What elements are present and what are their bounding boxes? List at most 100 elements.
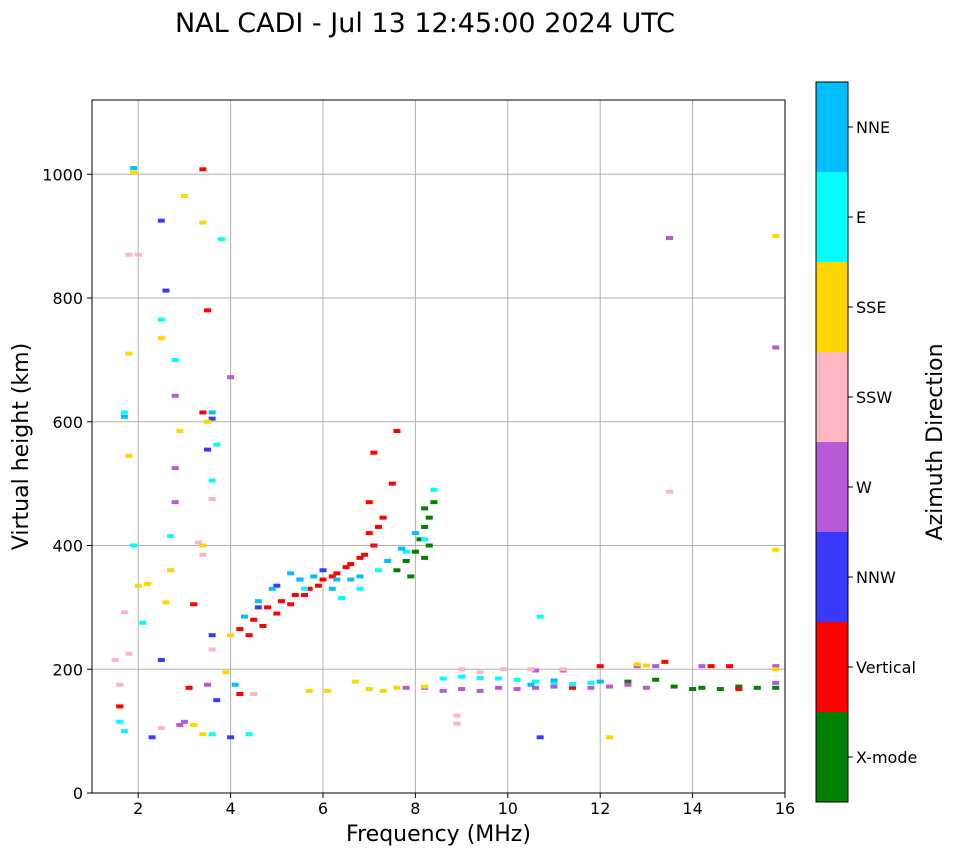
y-tick-label: 600 (52, 413, 83, 432)
data-point (333, 577, 341, 582)
y-tick-label: 400 (52, 537, 83, 556)
data-point (421, 684, 429, 689)
data-point (425, 543, 433, 548)
data-point (351, 679, 359, 684)
data-point (642, 685, 650, 690)
x-tick-label: 2 (133, 799, 143, 818)
data-point (157, 657, 165, 662)
data-point (698, 685, 706, 690)
y-tick-label: 800 (52, 289, 83, 308)
data-point (227, 735, 235, 740)
series-vertical (116, 167, 743, 709)
x-tick-label: 12 (590, 799, 610, 818)
data-point (772, 680, 780, 685)
data-point (430, 487, 438, 492)
data-point (374, 524, 382, 529)
data-point (605, 735, 613, 740)
data-point (125, 651, 133, 656)
data-point (513, 677, 521, 682)
data-point (245, 732, 253, 737)
data-point (772, 664, 780, 669)
data-point (268, 586, 276, 591)
data-point (116, 682, 124, 687)
x-tick-label: 6 (318, 799, 328, 818)
data-point (596, 664, 604, 669)
data-point (240, 614, 248, 619)
data-point (176, 722, 184, 727)
data-point (301, 593, 309, 597)
data-point (361, 552, 369, 557)
data-point (157, 218, 165, 223)
series-sse (125, 170, 780, 740)
data-point (171, 357, 179, 362)
data-point (716, 687, 724, 692)
data-point (458, 667, 466, 672)
data-point (365, 500, 373, 505)
data-point (365, 531, 373, 536)
data-point (439, 676, 447, 681)
data-point (536, 614, 544, 619)
data-point (143, 581, 151, 586)
colorbar-frame (815, 81, 849, 803)
data-point (772, 685, 780, 690)
data-point (199, 732, 207, 737)
data-point (296, 577, 304, 582)
data-point (120, 729, 128, 734)
colorbar-label: Vertical (856, 658, 916, 677)
data-point (162, 600, 170, 605)
data-point (324, 688, 332, 693)
data-point (753, 685, 761, 690)
series-nnw (148, 218, 544, 740)
data-point (568, 685, 576, 690)
data-point (642, 663, 650, 668)
data-point (222, 670, 230, 675)
data-point (180, 193, 188, 198)
data-point (527, 682, 535, 687)
data-point (185, 685, 193, 690)
data-point (550, 678, 558, 683)
data-point (134, 252, 142, 257)
data-point (670, 684, 678, 689)
x-tick-label: 8 (410, 799, 420, 818)
data-point (342, 565, 350, 570)
data-point (476, 675, 484, 680)
data-point (176, 429, 184, 434)
series-e (116, 237, 595, 737)
data-point (652, 677, 660, 682)
data-point (130, 543, 138, 548)
data-point (707, 664, 715, 669)
data-point (416, 537, 424, 542)
data-point (204, 447, 211, 452)
data-point (772, 547, 780, 552)
data-point (208, 478, 216, 483)
data-point (476, 670, 484, 675)
data-point (458, 687, 466, 692)
data-point (388, 481, 396, 486)
data-point (439, 688, 447, 693)
data-point (204, 419, 211, 424)
data-point (633, 662, 641, 667)
data-point (356, 574, 364, 579)
data-point (536, 735, 544, 740)
data-point (421, 555, 429, 560)
data-point (130, 170, 138, 175)
data-point (421, 506, 429, 511)
data-point (453, 713, 461, 718)
data-point (319, 568, 327, 573)
data-point (772, 667, 780, 672)
colorbar-label: W (856, 478, 872, 497)
data-point (328, 574, 336, 579)
data-point (425, 515, 433, 520)
data-point (227, 633, 235, 638)
data-point (273, 611, 281, 616)
colorbar-swatch (816, 262, 848, 352)
data-point (116, 704, 124, 709)
data-point (208, 497, 216, 502)
data-point (171, 466, 179, 471)
data-point (287, 602, 295, 607)
data-point (291, 593, 299, 597)
data-point (217, 237, 225, 242)
data-point (277, 599, 285, 604)
data-point (157, 317, 165, 322)
